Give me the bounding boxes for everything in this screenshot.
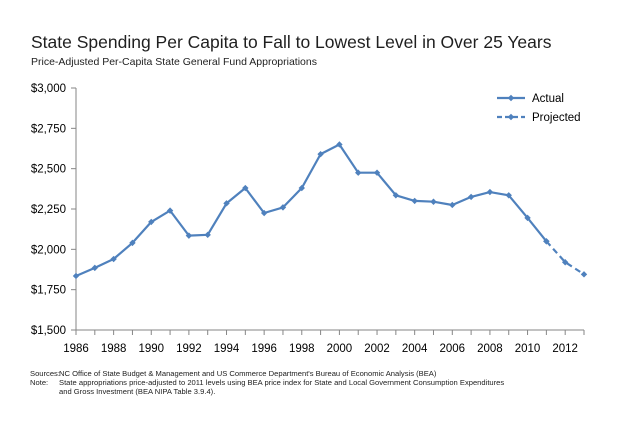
data-point bbox=[411, 197, 418, 205]
data-point bbox=[185, 232, 193, 239]
data-point bbox=[148, 218, 155, 226]
legend-label-projected: Projected bbox=[532, 112, 581, 124]
chart-subtitle: Price-Adjusted Per-Capita State General … bbox=[31, 56, 317, 68]
data-point bbox=[486, 188, 494, 196]
data-point bbox=[467, 193, 475, 201]
data-point bbox=[242, 184, 249, 192]
x-tick-label: 1994 bbox=[214, 343, 240, 355]
x-tick-label: 2004 bbox=[402, 343, 428, 355]
sources-text: NC Office of State Budget & Management a… bbox=[59, 369, 437, 378]
data-point bbox=[561, 259, 569, 266]
x-tick-label: 2012 bbox=[552, 343, 578, 355]
legend-label-actual: Actual bbox=[532, 93, 564, 105]
data-point bbox=[223, 200, 230, 207]
y-tick-label: $2,250 bbox=[31, 204, 66, 216]
y-tick-label: $2,750 bbox=[31, 123, 66, 135]
sources-note: Sources:NC Office of State Budget & Mana… bbox=[30, 369, 436, 378]
sources-label: Sources: bbox=[30, 369, 60, 378]
note-text-line-1: State appropriations price-adjusted to 2… bbox=[59, 378, 505, 387]
data-point bbox=[336, 141, 343, 148]
data-point bbox=[110, 255, 117, 263]
data-point bbox=[507, 113, 515, 121]
x-tick-label: 1998 bbox=[289, 343, 315, 355]
data-point bbox=[430, 198, 437, 205]
data-point bbox=[166, 207, 174, 214]
x-tick-label: 2002 bbox=[364, 343, 390, 355]
data-point bbox=[204, 231, 211, 239]
data-point bbox=[373, 169, 381, 176]
data-point bbox=[524, 214, 531, 222]
data-point bbox=[507, 94, 515, 102]
data-point bbox=[355, 169, 362, 176]
x-tick-label: 2008 bbox=[477, 343, 503, 355]
data-point bbox=[72, 272, 80, 280]
y-tick-label: $3,000 bbox=[31, 83, 66, 95]
data-point bbox=[298, 184, 305, 192]
series-line-projected bbox=[545, 240, 585, 276]
data-point bbox=[129, 239, 136, 247]
x-tick-label: 2010 bbox=[515, 343, 541, 355]
data-point bbox=[505, 192, 512, 199]
y-tick-label: $1,500 bbox=[31, 325, 66, 337]
x-tick-label: 1990 bbox=[138, 343, 164, 355]
data-point bbox=[543, 238, 550, 245]
data-point bbox=[449, 201, 456, 209]
footnote: Note: State appropriations price-adjusted… bbox=[30, 378, 605, 396]
chart-title: State Spending Per Capita to Fall to Low… bbox=[31, 32, 552, 52]
x-tick-label: 2006 bbox=[439, 343, 465, 355]
data-point bbox=[279, 204, 287, 211]
note-text-line-2: and Gross Investment (BEA NIPA Table 3.9… bbox=[59, 387, 216, 396]
data-point bbox=[392, 192, 400, 199]
data-point bbox=[91, 264, 99, 272]
note-label: Note: bbox=[30, 378, 49, 387]
y-tick-label: $2,500 bbox=[31, 164, 66, 176]
data-point bbox=[260, 209, 268, 217]
x-tick-label: 2000 bbox=[327, 343, 353, 355]
x-tick-label: 1992 bbox=[176, 343, 202, 355]
x-tick-label: 1988 bbox=[101, 343, 127, 355]
data-point bbox=[580, 271, 588, 278]
series-line-actual bbox=[75, 143, 548, 278]
y-tick-label: $1,750 bbox=[31, 285, 66, 297]
data-point bbox=[317, 150, 324, 158]
x-tick-label: 1986 bbox=[63, 343, 89, 355]
x-tick-label: 1996 bbox=[251, 343, 277, 355]
y-tick-label: $2,000 bbox=[31, 244, 66, 256]
